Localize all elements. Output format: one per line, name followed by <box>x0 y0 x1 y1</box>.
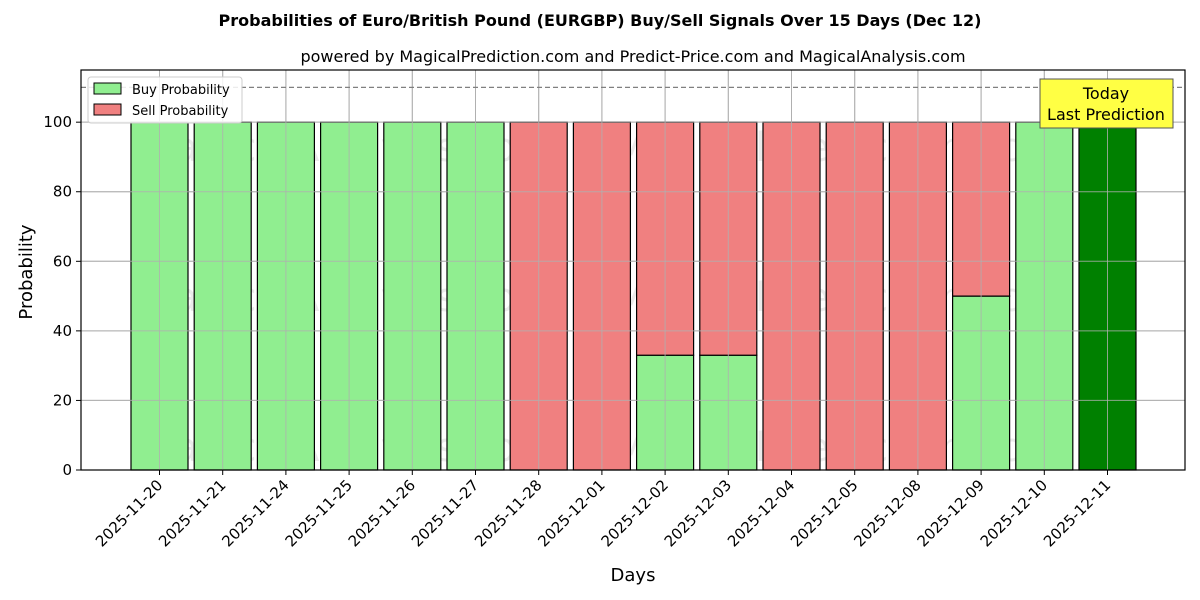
legend-label-sell: Sell Probability <box>132 104 229 119</box>
today-box <box>1039 78 1174 129</box>
x-tick-label: 2025-11-20 <box>92 476 166 550</box>
last-prediction-label: Last Prediction <box>1047 105 1165 124</box>
x-tick-label: 2025-12-10 <box>977 476 1051 550</box>
x-tick-label: 2025-12-02 <box>598 476 672 550</box>
y-tick-label: 40 <box>53 322 72 340</box>
x-tick-label: 2025-12-04 <box>724 476 798 550</box>
legend-label-buy: Buy Probability <box>132 83 230 98</box>
today-label: Today <box>1082 84 1129 103</box>
legend-swatch-buy <box>93 82 122 95</box>
chart-subtitle: powered by MagicalPrediction.com and Pre… <box>300 47 965 66</box>
y-tick-label: 60 <box>53 252 72 270</box>
x-tick-label: 2025-11-28 <box>471 476 545 550</box>
today-annotation: Today Last Prediction <box>1039 78 1174 129</box>
y-tick-label: 20 <box>53 391 72 409</box>
x-tick-label: 2025-12-09 <box>914 476 988 550</box>
y-axis-label: Probability <box>16 224 37 319</box>
x-tick-label: 2025-12-01 <box>534 476 608 550</box>
x-tick-label: 2025-11-27 <box>408 476 482 550</box>
x-tick-label: 2025-12-05 <box>787 476 861 550</box>
legend: Buy Probability Sell Probability <box>87 76 243 124</box>
y-tick-label: 0 <box>62 461 72 479</box>
legend-box <box>87 76 243 124</box>
chart-title: Probabilities of Euro/British Pound (EUR… <box>219 11 982 30</box>
x-tick-label: 2025-11-26 <box>345 476 419 550</box>
x-tick-label: 2025-12-11 <box>1040 476 1114 550</box>
y-tick-label: 100 <box>43 113 72 131</box>
x-tick-label: 2025-11-25 <box>282 476 356 550</box>
x-tick-label: 2025-11-21 <box>155 476 229 550</box>
x-axis-label: Days <box>611 565 656 586</box>
x-tick-label: 2025-12-08 <box>850 476 924 550</box>
x-tick-label: 2025-11-24 <box>218 476 292 550</box>
legend-swatch-sell <box>93 103 122 116</box>
y-tick-label: 80 <box>53 183 72 201</box>
plot-frame <box>80 69 1186 471</box>
x-tick-label: 2025-12-03 <box>661 476 735 550</box>
